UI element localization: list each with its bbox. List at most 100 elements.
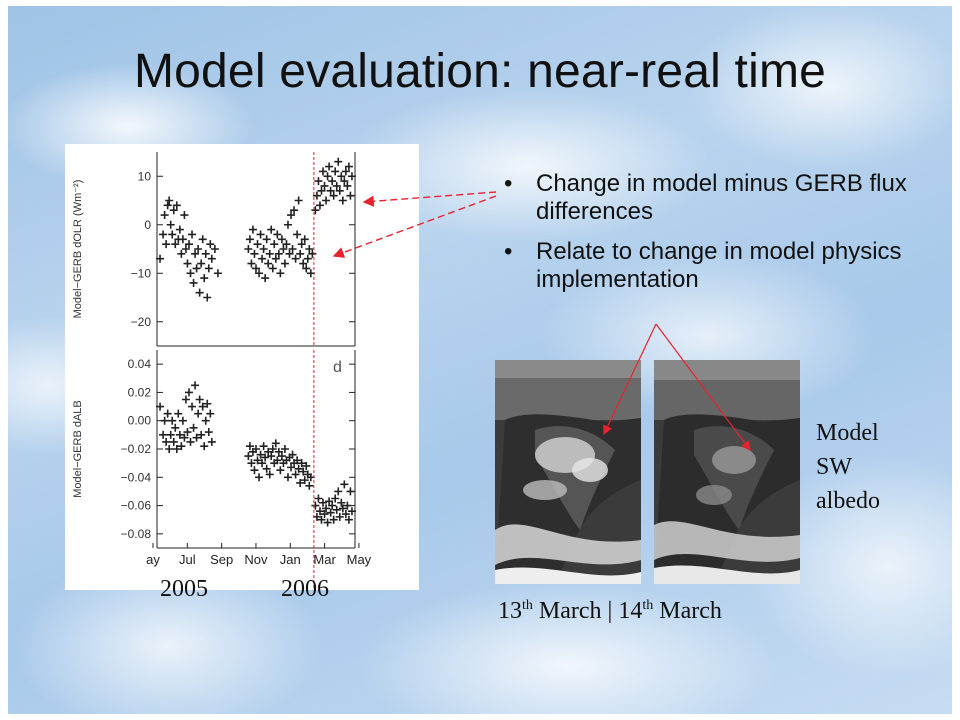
data-point [332, 181, 341, 190]
data-point [259, 245, 268, 253]
data-point [204, 428, 213, 437]
data-point [319, 167, 328, 176]
data-point [189, 278, 198, 287]
data-point [250, 466, 259, 475]
x-tick-label: Jan [280, 552, 301, 567]
panel-letter: d [333, 359, 342, 376]
data-point [279, 245, 288, 253]
data-point [262, 235, 271, 244]
data-point [297, 459, 306, 468]
data-point [276, 466, 285, 475]
data-point [314, 494, 323, 503]
data-point [253, 456, 262, 465]
data-point [245, 235, 254, 244]
data-point [180, 433, 189, 442]
y-tick-label: −20 [131, 315, 152, 329]
data-point [160, 211, 169, 220]
model-label-line: Model [816, 420, 879, 446]
data-point [280, 445, 289, 453]
data-point [247, 259, 256, 268]
x-tick-label: ay [146, 552, 160, 567]
data-point [197, 430, 206, 439]
data-point [183, 428, 192, 437]
data-point [341, 510, 350, 519]
data-point [294, 196, 303, 205]
data-point [302, 461, 311, 470]
data-point [252, 445, 260, 453]
data-point [328, 501, 337, 510]
caption-sup-14: th [642, 598, 654, 613]
data-point [288, 450, 297, 459]
data-point [338, 504, 347, 513]
data-point [325, 497, 334, 506]
data-point [156, 402, 165, 411]
data-point [302, 264, 311, 273]
data-point [323, 172, 332, 181]
data-point [261, 453, 270, 462]
data-point [297, 240, 306, 249]
data-point [344, 162, 353, 171]
y-tick-label: −10 [131, 266, 152, 280]
data-point [317, 515, 326, 524]
slide: Model evaluation: near-real time 10 0 −10 −… [8, 6, 952, 714]
data-point [172, 445, 181, 453]
data-point [264, 447, 273, 456]
data-point [343, 501, 352, 510]
y-tick-label: −0.02 [121, 442, 152, 456]
data-point [312, 191, 321, 200]
data-point [299, 467, 308, 476]
data-point [331, 494, 340, 503]
data-point [337, 498, 346, 507]
data-point [256, 230, 265, 239]
data-point [166, 220, 175, 229]
data-point [329, 515, 338, 524]
data-point [265, 249, 274, 258]
data-point [300, 235, 309, 244]
data-point [159, 430, 168, 439]
data-point [305, 481, 314, 490]
data-point [244, 245, 253, 253]
data-point [276, 269, 285, 278]
data-point [244, 452, 253, 461]
data-point [343, 181, 352, 190]
data-point [282, 240, 291, 249]
data-point [200, 274, 209, 283]
data-point [287, 463, 296, 472]
data-point [325, 162, 334, 171]
data-point [195, 395, 204, 404]
data-point [334, 487, 343, 496]
albedo-map-13-march [495, 360, 641, 584]
data-point [288, 245, 297, 253]
data-point [326, 186, 335, 195]
data-point [201, 249, 210, 258]
data-point [248, 225, 257, 234]
data-point [283, 220, 292, 229]
data-point [203, 399, 212, 408]
data-point [169, 206, 178, 215]
data-point [328, 177, 337, 186]
data-point [274, 447, 283, 456]
data-point [195, 288, 204, 297]
data-point [250, 249, 259, 258]
data-point [174, 409, 183, 418]
data-point [291, 470, 300, 479]
data-point [347, 507, 356, 516]
bullet-item: Relate to change in model physics implem… [494, 238, 924, 294]
data-point [331, 167, 340, 176]
data-point [206, 240, 215, 249]
data-point [299, 259, 308, 268]
data-point [192, 433, 201, 442]
data-point [320, 510, 329, 519]
data-point [332, 505, 341, 514]
data-point [290, 206, 299, 215]
data-point [180, 211, 189, 220]
data-point [191, 381, 200, 390]
data-point [206, 409, 215, 418]
data-point [267, 452, 276, 461]
data-point [186, 437, 195, 446]
data-point [264, 259, 273, 268]
data-point [259, 442, 268, 451]
data-point [255, 473, 264, 482]
data-point [210, 245, 219, 253]
bullet-item: Change in model minus GERB flux differen… [494, 170, 924, 226]
